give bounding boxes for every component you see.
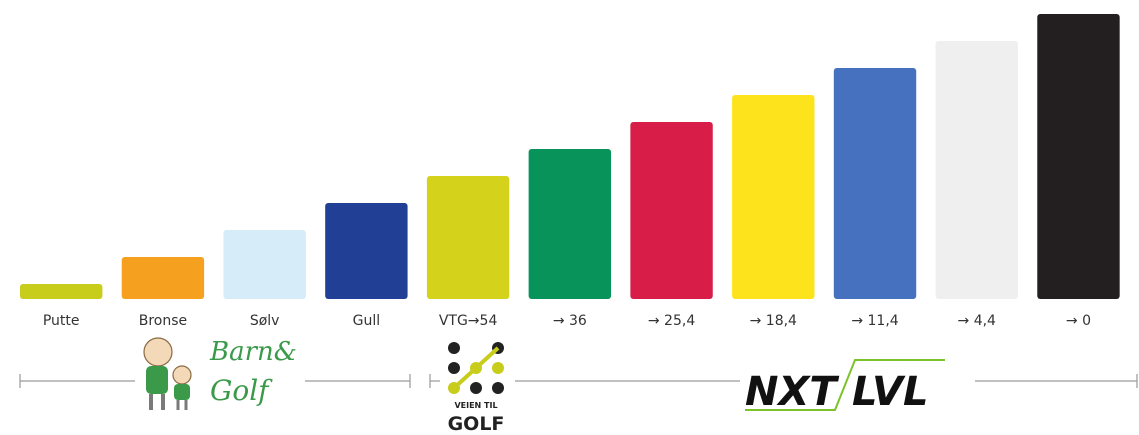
logo-text: VEIEN TIL (454, 401, 497, 410)
category-label: → 36 (553, 313, 587, 329)
category-label: → 18,4 (750, 313, 797, 329)
bar (732, 95, 815, 299)
logo-text: GOLF (448, 413, 505, 435)
bar (1037, 14, 1120, 299)
bar (935, 41, 1018, 299)
bar (121, 257, 205, 299)
bar (20, 284, 103, 299)
category-label: Bronse (139, 313, 187, 329)
bar (426, 176, 510, 299)
category-label: → 11,4 (851, 313, 898, 329)
category-label: → 4,4 (958, 313, 997, 329)
bar (223, 230, 306, 299)
section-rules (19, 374, 1138, 388)
nxt-lvl-logo: NXT LVL (745, 359, 945, 415)
logo-text: LVL (852, 369, 928, 415)
veien-til-golf-logo: VEIEN TIL GOLF (448, 342, 505, 435)
category-label: → 0 (1066, 313, 1091, 329)
bar (630, 122, 713, 299)
barn-golf-logo: Barn& Golf (143, 337, 297, 410)
logo-text: NXT (745, 369, 839, 415)
category-label: Sølv (250, 313, 280, 329)
category-label: Putte (43, 313, 80, 329)
category-label: → 25,4 (648, 313, 695, 329)
bar (833, 68, 917, 299)
bar (528, 149, 612, 299)
logo-text: Barn& (209, 337, 297, 367)
category-label: VTG→54 (439, 313, 498, 329)
bar (325, 203, 408, 299)
logo-text: Golf (210, 374, 273, 407)
category-label: Gull (353, 313, 381, 329)
